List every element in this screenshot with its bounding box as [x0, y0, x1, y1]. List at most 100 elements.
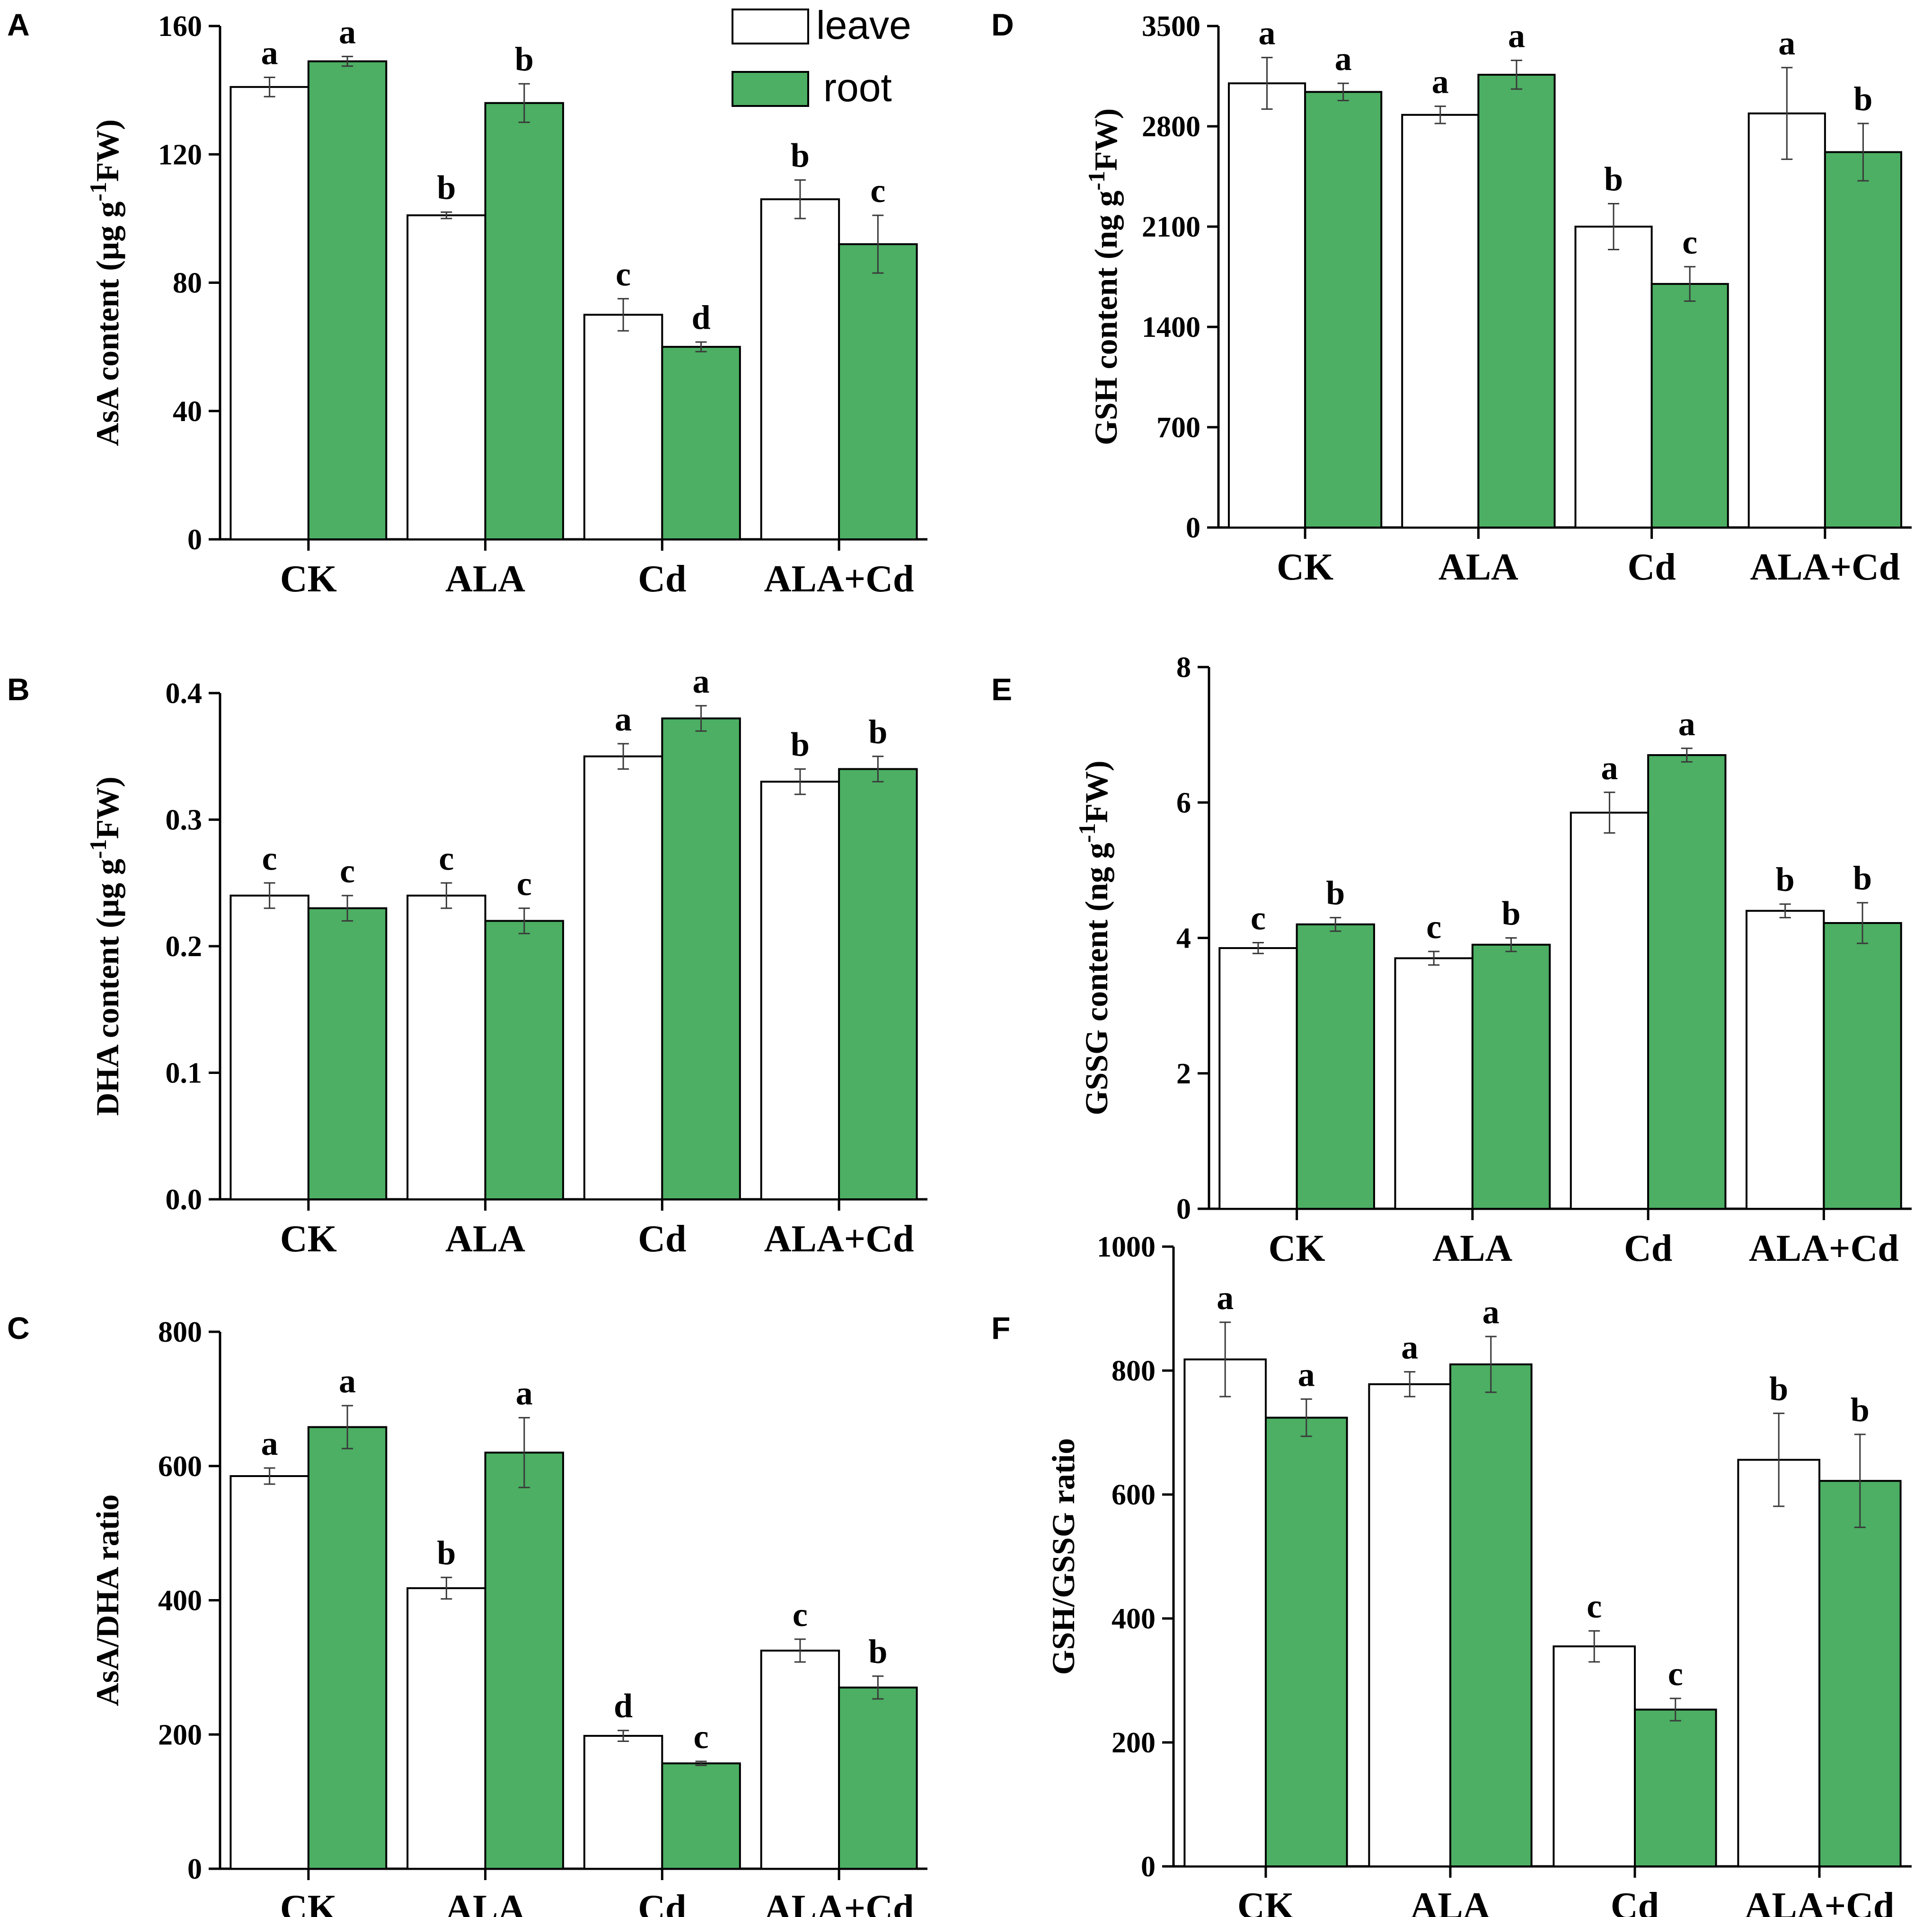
- y-axis-title-tail: FW): [89, 776, 125, 839]
- leave-bar: [583, 314, 663, 540]
- significance-label: a: [339, 13, 356, 51]
- y-axis-title-tail: FW): [1078, 760, 1114, 823]
- y-tick-label: 0: [1186, 512, 1200, 544]
- y-tick-label: 2: [1176, 1058, 1191, 1090]
- leave-bar: [583, 755, 663, 1200]
- y-tick-label: 0: [187, 1853, 202, 1885]
- significance-label: c: [340, 852, 355, 890]
- significance-label: c: [793, 1596, 808, 1634]
- significance-label: a: [1432, 63, 1449, 101]
- x-tick-label: ALA+Cd: [1745, 1885, 1895, 1917]
- x-tick-label: ALA+Cd: [764, 558, 914, 600]
- significance-label: b: [1604, 160, 1623, 198]
- y-tick-label: 0.1: [166, 1057, 203, 1090]
- x-tick-label: ALA: [1411, 1885, 1491, 1917]
- leave-bar: [1401, 114, 1480, 528]
- significance-label: c: [1668, 1655, 1683, 1693]
- y-axis-title-sup: -1: [85, 182, 111, 202]
- x-tick-label: CK: [1277, 546, 1333, 588]
- leave-bar: [229, 895, 309, 1200]
- significance-label: b: [1851, 1391, 1870, 1429]
- y-axis-title-sup: -1: [1074, 823, 1100, 843]
- leave-bar: [1227, 82, 1306, 528]
- significance-label: a: [261, 1425, 278, 1462]
- significance-label: d: [692, 299, 711, 336]
- y-axis-title-tail: FW): [89, 119, 125, 182]
- y-axis-title: DHA content (µg g-1FW): [85, 776, 125, 1116]
- x-tick-label: ALA: [1438, 546, 1518, 588]
- significance-label: c: [1682, 223, 1697, 261]
- significance-label: b: [1776, 861, 1795, 898]
- significance-label: c: [262, 839, 277, 877]
- significance-label: a: [1401, 1328, 1418, 1366]
- leave-bar: [1553, 1645, 1636, 1867]
- y-tick-label: 6: [1176, 787, 1191, 819]
- significance-label: a: [1601, 749, 1618, 787]
- significance-label: c: [870, 172, 885, 210]
- significance-label: b: [515, 40, 534, 78]
- significance-label: a: [1678, 705, 1695, 743]
- root-bar: [484, 920, 565, 1200]
- x-tick-label: Cd: [638, 1888, 686, 1917]
- y-tick-label: 40: [173, 396, 202, 428]
- root-bar: [307, 907, 388, 1200]
- y-tick-label: 3500: [1142, 10, 1200, 43]
- significance-label: b: [1853, 80, 1872, 118]
- leave-bar: [583, 1735, 663, 1870]
- panel-c: C 0 200 400 600 800 AsA/DHA ratio CK a a ALA b a Cd d c…: [7, 1310, 927, 1917]
- legend-label-root: root: [823, 65, 892, 110]
- root-bar: [1824, 151, 1903, 528]
- y-axis-title: GSH content (ng g-1FW): [1083, 108, 1124, 445]
- x-tick-label: Cd: [1624, 1228, 1672, 1269]
- root-bar: [484, 1451, 565, 1870]
- y-tick-label: 400: [1112, 1603, 1156, 1635]
- panel-letter: D: [991, 7, 1014, 42]
- root-bar: [838, 1686, 918, 1870]
- y-tick-label: 0.4: [166, 677, 203, 710]
- leave-bar: [1218, 947, 1298, 1210]
- significance-label: b: [1502, 895, 1521, 932]
- root-bar: [1634, 1708, 1717, 1868]
- leave-bar: [1737, 1459, 1820, 1867]
- significance-label: a: [261, 34, 278, 72]
- y-axis-title-sup: -1: [1083, 171, 1110, 191]
- legend-swatch-leave: [732, 9, 809, 44]
- leave-bar: [1183, 1358, 1267, 1867]
- leave-bar: [1746, 910, 1825, 1210]
- y-tick-label: 0: [187, 524, 202, 556]
- significance-label: c: [517, 865, 532, 903]
- root-bar: [1265, 1416, 1348, 1868]
- y-tick-label: 80: [173, 267, 202, 299]
- x-tick-label: CK: [280, 558, 337, 600]
- leave-bar: [406, 1587, 486, 1870]
- significance-label: b: [791, 726, 810, 764]
- root-bar: [1818, 1480, 1902, 1867]
- x-tick-label: ALA: [1432, 1228, 1512, 1269]
- root-bar: [838, 243, 918, 540]
- x-tick-label: ALA: [445, 1888, 525, 1917]
- significance-label: c: [694, 1718, 709, 1756]
- x-tick-label: CK: [280, 1218, 337, 1260]
- y-tick-label: 8: [1176, 651, 1191, 684]
- significance-label: b: [1769, 1370, 1788, 1407]
- panel-letter: A: [7, 7, 30, 42]
- leave-bar: [406, 895, 486, 1200]
- y-axis-title: AsA/DHA ratio: [89, 1495, 125, 1706]
- significance-label: b: [437, 1534, 456, 1572]
- root-bar: [307, 1426, 388, 1870]
- panel-f: F 0 200 400 600 800 1000 GSH/GSSG ratio CK a a ALA a…: [991, 1231, 1912, 1917]
- y-tick-label: 600: [158, 1451, 202, 1483]
- root-bar: [1477, 73, 1556, 528]
- y-tick-label: 0: [1176, 1193, 1191, 1225]
- root-bar: [484, 102, 565, 540]
- leave-bar: [1574, 226, 1653, 528]
- legend-swatch-root: [732, 71, 809, 107]
- y-tick-label: 800: [158, 1316, 202, 1348]
- y-tick-label: 600: [1112, 1479, 1156, 1511]
- x-tick-label: ALA: [445, 558, 525, 600]
- x-tick-label: ALA+Cd: [764, 1218, 914, 1260]
- y-tick-label: 160: [158, 10, 202, 43]
- root-bar: [661, 346, 741, 540]
- y-tick-label: 0.0: [166, 1184, 203, 1216]
